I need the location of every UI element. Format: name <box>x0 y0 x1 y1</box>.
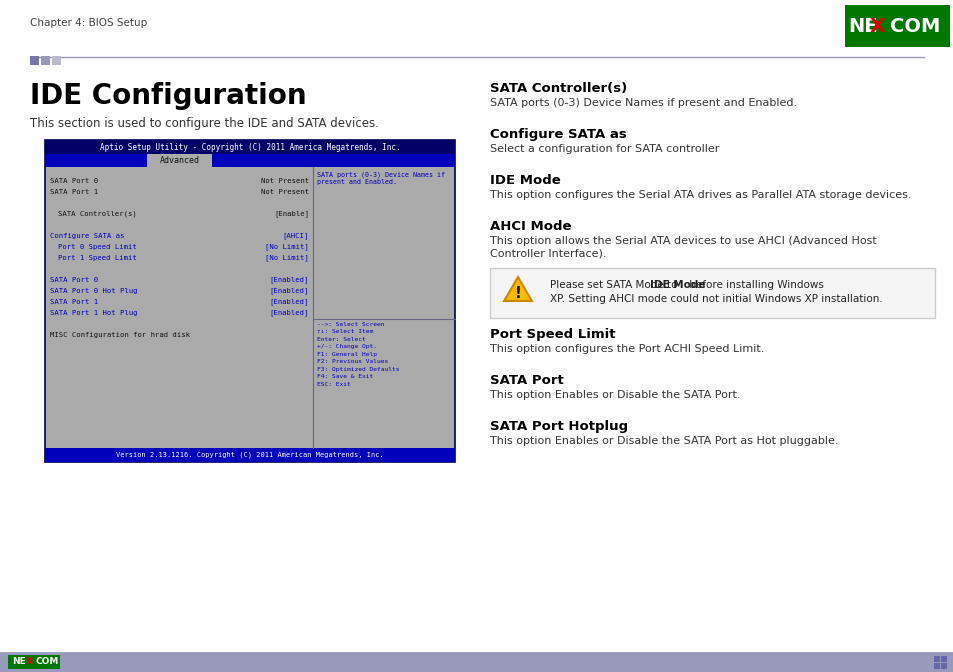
Text: AHCI Mode: AHCI Mode <box>490 220 571 233</box>
Text: SATA Port 0: SATA Port 0 <box>50 178 98 184</box>
Text: XP. Setting AHCI mode could not initial Windows XP installation.: XP. Setting AHCI mode could not initial … <box>550 294 882 304</box>
Bar <box>933 663 939 669</box>
Text: F1: General Help: F1: General Help <box>316 351 376 357</box>
Text: [Enabled]: [Enabled] <box>270 277 309 284</box>
Bar <box>45 448 455 462</box>
Text: Not Present: Not Present <box>260 189 309 195</box>
Text: before installing Windows: before installing Windows <box>685 280 823 290</box>
Text: COM: COM <box>35 657 59 667</box>
Text: This option allows the Serial ATA devices to use AHCI (Advanced Host: This option allows the Serial ATA device… <box>490 236 876 246</box>
Text: [No Limit]: [No Limit] <box>265 244 309 251</box>
Text: X: X <box>868 17 883 36</box>
Text: SATA Port 0 Hot Plug: SATA Port 0 Hot Plug <box>50 288 137 294</box>
Text: Enter: Select: Enter: Select <box>316 337 365 342</box>
Text: This option Enables or Disable the SATA Port.: This option Enables or Disable the SATA … <box>490 390 740 400</box>
Text: Chapter 4: BIOS Setup: Chapter 4: BIOS Setup <box>30 18 147 28</box>
Text: -->: Select Screen: -->: Select Screen <box>316 322 384 327</box>
Polygon shape <box>503 277 532 301</box>
Text: SATA Controller(s): SATA Controller(s) <box>58 211 136 217</box>
Text: IDE Mode: IDE Mode <box>649 280 704 290</box>
Bar <box>45 154 455 167</box>
Text: This option configures the Port ACHI Speed Limit.: This option configures the Port ACHI Spe… <box>490 344 763 354</box>
Text: IDE Mode: IDE Mode <box>490 174 560 187</box>
Text: Please set SATA Mode to: Please set SATA Mode to <box>550 280 680 290</box>
Text: NE: NE <box>12 657 26 667</box>
Text: IDE Configuration: IDE Configuration <box>30 82 306 110</box>
Bar <box>147 154 212 167</box>
Text: MISC Configuration for hrad disk: MISC Configuration for hrad disk <box>50 332 190 338</box>
Text: ↑↓: Select Item: ↑↓: Select Item <box>316 329 373 334</box>
Text: Not Present: Not Present <box>260 178 309 184</box>
Text: This option Enables or Disable the SATA Port as Hot pluggable.: This option Enables or Disable the SATA … <box>490 436 838 446</box>
Bar <box>30 56 39 65</box>
Bar <box>52 56 61 65</box>
Text: [Enabled]: [Enabled] <box>270 288 309 294</box>
Text: Configure SATA as: Configure SATA as <box>490 128 626 141</box>
Text: SATA ports (0-3) Device Names if present and Enabled.: SATA ports (0-3) Device Names if present… <box>490 98 797 108</box>
Text: SATA Port 1: SATA Port 1 <box>50 299 98 305</box>
Text: !: ! <box>514 286 521 300</box>
Bar <box>0 652 953 672</box>
Text: SATA ports (0-3) Device Names if: SATA ports (0-3) Device Names if <box>316 171 444 177</box>
Text: COM: COM <box>889 17 940 36</box>
Text: Configure SATA as: Configure SATA as <box>50 233 124 239</box>
Text: SATA Port 1 Hot Plug: SATA Port 1 Hot Plug <box>50 310 137 316</box>
Text: SATA Port 1: SATA Port 1 <box>50 189 98 195</box>
Text: Aptio Setup Utility - Copyright (C) 2011 America Megatrends, Inc.: Aptio Setup Utility - Copyright (C) 2011… <box>99 142 400 151</box>
Text: NE: NE <box>847 17 877 36</box>
Text: [Enabled]: [Enabled] <box>270 298 309 305</box>
Text: [Enabled]: [Enabled] <box>270 310 309 317</box>
Text: Advanced: Advanced <box>159 156 199 165</box>
Text: F3: Optimized Defaults: F3: Optimized Defaults <box>316 367 399 372</box>
Text: SATA Port: SATA Port <box>490 374 563 387</box>
Text: Controller Interface).: Controller Interface). <box>490 249 606 259</box>
Bar <box>41 56 50 65</box>
Text: F4: Save & Exit: F4: Save & Exit <box>316 374 373 379</box>
Text: This section is used to configure the IDE and SATA devices.: This section is used to configure the ID… <box>30 117 378 130</box>
Bar <box>45 140 455 462</box>
Bar <box>844 5 949 47</box>
Text: This option configures the Serial ATA drives as Parallel ATA storage devices.: This option configures the Serial ATA dr… <box>490 190 910 200</box>
Text: [Enable]: [Enable] <box>274 210 309 217</box>
Text: [No Limit]: [No Limit] <box>265 255 309 261</box>
Text: [AHCI]: [AHCI] <box>282 233 309 239</box>
Text: F2: Previous Values: F2: Previous Values <box>316 360 388 364</box>
Text: ESC: Exit: ESC: Exit <box>316 382 351 387</box>
Text: SATA Controller(s): SATA Controller(s) <box>490 82 626 95</box>
Bar <box>940 663 946 669</box>
Bar <box>933 656 939 662</box>
Text: +/-: Change Opt.: +/-: Change Opt. <box>316 344 376 349</box>
Text: Port 0 Speed Limit: Port 0 Speed Limit <box>58 244 136 250</box>
Text: SATA Port Hotplug: SATA Port Hotplug <box>490 420 627 433</box>
Bar <box>45 140 455 154</box>
Text: SATA Port 0: SATA Port 0 <box>50 277 98 283</box>
Text: Port 1 Speed Limit: Port 1 Speed Limit <box>58 255 136 261</box>
Text: Select a configuration for SATA controller: Select a configuration for SATA controll… <box>490 144 719 154</box>
Text: Port Speed Limit: Port Speed Limit <box>490 328 615 341</box>
Bar <box>8 655 60 669</box>
Bar <box>490 268 934 318</box>
Text: X: X <box>26 657 32 667</box>
Text: present and Enabled.: present and Enabled. <box>316 179 396 185</box>
Bar <box>940 656 946 662</box>
Text: Version 2.13.1216. Copyright (C) 2011 American Megatrends, Inc.: Version 2.13.1216. Copyright (C) 2011 Am… <box>116 452 383 458</box>
